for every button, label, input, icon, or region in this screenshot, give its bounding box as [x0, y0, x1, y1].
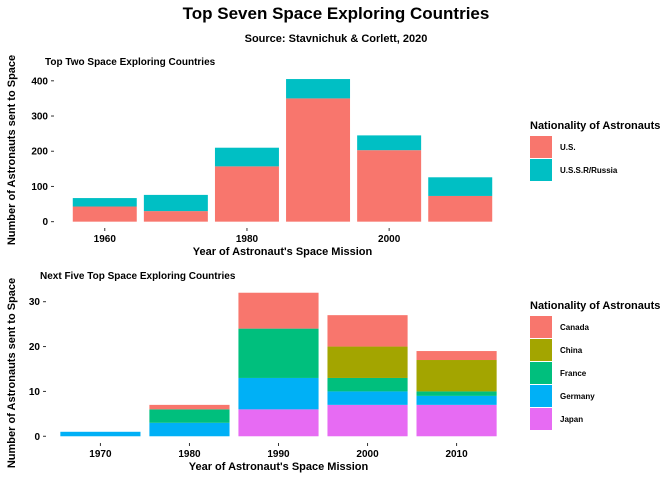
legend-swatch — [530, 385, 552, 407]
bar-segment — [214, 166, 279, 222]
bar-segment — [428, 195, 493, 222]
y-tick-label: 200 — [31, 147, 48, 158]
bar-segment — [327, 404, 408, 437]
legend-swatch — [530, 339, 552, 361]
bar-segment — [72, 206, 137, 222]
y-tick-label: 0 — [34, 432, 40, 443]
x-axis-label: Year of Astronaut's Space Mission — [193, 246, 373, 258]
legend-swatch — [530, 362, 552, 384]
y-tick-label: 400 — [31, 76, 48, 87]
bar-segment — [149, 404, 230, 410]
legend-swatch — [530, 316, 552, 338]
y-tick-label: 100 — [31, 182, 48, 193]
legend-swatch — [530, 136, 552, 158]
bar-segment — [143, 211, 208, 222]
y-tick-label: 20 — [29, 342, 41, 353]
panel-title: Top Two Space Exploring Countries — [45, 57, 216, 68]
bar-segment — [214, 147, 279, 167]
legend-item-label: China — [560, 346, 583, 355]
main-subtitle: Source: Stavnichuk & Corlett, 2020 — [245, 33, 428, 45]
y-axis-label: Number of Astronauts sent to Space — [6, 55, 18, 245]
y-tick-label: 10 — [29, 387, 41, 398]
y-axis-label: Number of Astronauts sent to Space — [6, 278, 18, 468]
x-tick-label: 2000 — [356, 449, 379, 460]
bar-segment — [149, 422, 230, 437]
legend-item-label: U.S. — [560, 143, 576, 152]
bar-segment — [357, 135, 422, 151]
bottom-panel: Next Five Top Space Exploring Countries 0… — [6, 271, 660, 473]
x-tick-label: 1980 — [236, 234, 259, 245]
top-panel: Top Two Space Exploring Countries 0 100 200… — [6, 55, 660, 258]
bar-segment — [143, 194, 208, 212]
bar-segment — [286, 98, 351, 222]
panel-title: Next Five Top Space Exploring Countries — [40, 271, 236, 282]
bar-segment — [327, 377, 408, 392]
bar-segment — [238, 409, 319, 437]
x-tick-label: 1990 — [267, 449, 290, 460]
bar-segment — [327, 346, 408, 378]
bar-segment — [238, 377, 319, 410]
bar-segment — [238, 328, 319, 378]
x-axis-label: Year of Astronaut's Space Mission — [189, 461, 369, 473]
bar-segment — [327, 315, 408, 347]
bar-segment — [416, 404, 497, 437]
bar-segment — [149, 409, 230, 423]
y-tick-label: 300 — [31, 112, 48, 123]
legend-item-label: U.S.S.R/Russia — [560, 166, 618, 175]
legend-title: Nationality of Astronauts — [530, 300, 660, 312]
x-tick-label: 2000 — [378, 234, 401, 245]
legend-item-label: Japan — [560, 415, 583, 424]
bar-segment — [416, 391, 497, 396]
bar-segment — [416, 351, 497, 361]
x-tick-label: 1970 — [89, 449, 112, 460]
main-title: Top Seven Space Exploring Countries — [183, 4, 490, 23]
bar-segment — [357, 150, 422, 222]
legend-swatch — [530, 408, 552, 430]
legend-item-label: Germany — [560, 392, 595, 401]
bar-segment — [60, 431, 141, 437]
x-tick-label: 2010 — [445, 449, 468, 460]
bar-segment — [238, 292, 319, 329]
bar-segment — [72, 198, 137, 207]
x-tick-label: 1960 — [94, 234, 117, 245]
legend-swatch — [530, 159, 552, 181]
y-tick-label: 30 — [29, 297, 41, 308]
bar-segment — [286, 79, 351, 99]
bar-segment — [416, 360, 497, 392]
x-tick-label: 1980 — [178, 449, 201, 460]
legend-item-label: France — [560, 369, 587, 378]
bar-segment — [428, 177, 493, 196]
legend-item-label: Canada — [560, 323, 589, 332]
y-tick-label: 0 — [42, 217, 48, 228]
bar-segment — [327, 391, 408, 405]
bar-segment — [416, 395, 497, 405]
legend-title: Nationality of Astronauts — [530, 120, 660, 132]
